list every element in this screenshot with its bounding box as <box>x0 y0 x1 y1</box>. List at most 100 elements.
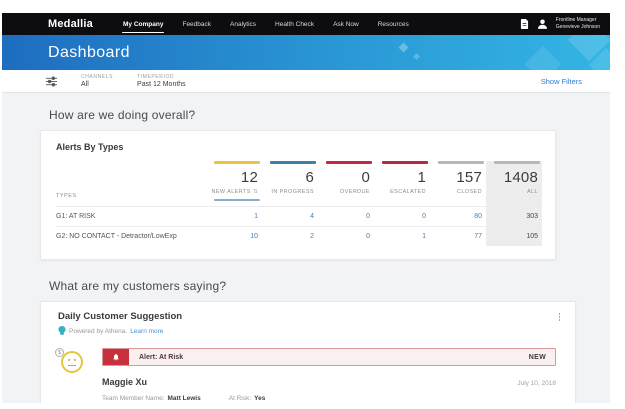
filter-sliders-icon[interactable] <box>46 76 57 87</box>
new-badge: NEW <box>528 353 546 361</box>
column-color-bar <box>382 161 428 164</box>
alerts-by-types-card: Alerts By Types TYPES 12 NEW ALERTS ⇅ 6 IN P… <box>40 130 556 260</box>
team-member-value: Matt Lewis <box>167 395 201 402</box>
at-risk-pair: At Risk: Yes <box>228 395 266 402</box>
column-label: ALL <box>527 189 538 195</box>
timeperiod-value: Past 12 Months <box>137 81 186 88</box>
table-cell-link[interactable]: 4 <box>262 206 318 226</box>
channels-label: CHANNELS <box>81 74 114 80</box>
powered-by-text: Powered by Athena. <box>69 328 128 335</box>
nav-item-ask-now[interactable]: Ask Now <box>333 20 359 28</box>
customer-meta-row: Team Member Name: Matt Lewis At Risk: Yes <box>102 395 556 403</box>
dollar-badge: $ <box>55 348 64 357</box>
table-row-type: G1: AT RISK <box>56 206 206 226</box>
show-filters-link[interactable]: Show Filters <box>540 76 582 86</box>
column-total: 1408 <box>503 169 538 186</box>
app-window: Medallia My Company Feedback Analytics Heal… <box>2 13 610 403</box>
table-cell-link[interactable]: 1 <box>374 226 430 246</box>
column-color-bar <box>270 161 316 164</box>
nav-item-feedback[interactable]: Feedback <box>182 20 212 28</box>
nav-item-health-check[interactable]: Health Check <box>275 20 315 28</box>
table-row-type: G2: NO CONTACT - Detractor/LowExp <box>56 226 206 246</box>
column-header-in-progress[interactable]: 6 IN PROGRESS <box>262 161 318 206</box>
suggestion-body: $ Alert: At Risk NEW Maggie Xu July <box>55 348 556 403</box>
sentiment-avatar: $ <box>55 348 102 403</box>
table-cell-link[interactable]: 10 <box>206 226 262 246</box>
timeperiod-filter[interactable]: TIMEPERIOD Past 12 Months <box>137 74 186 88</box>
alert-banner[interactable]: Alert: At Risk NEW <box>102 348 556 366</box>
column-header-overdue[interactable]: 0 OVERDUE <box>318 161 374 206</box>
column-label: NEW ALERTS ⇅ <box>211 189 258 195</box>
document-icon[interactable] <box>520 19 529 29</box>
overall-section-heading: How are we doing overall? <box>49 108 196 122</box>
top-nav: Medallia My Company Feedback Analytics Heal… <box>2 13 610 35</box>
alerts-table: TYPES 12 NEW ALERTS ⇅ 6 IN PROGRESS 0 OVERDUE 1… <box>56 161 542 246</box>
user-role: Frontline Manager <box>555 17 597 24</box>
alerts-card-title: Alerts By Types <box>56 142 124 152</box>
column-color-bar <box>494 161 540 164</box>
channels-value: All <box>81 81 89 88</box>
table-cell: 0 <box>374 206 430 226</box>
filter-bar: CHANNELS All TIMEPERIOD Past 12 Months S… <box>2 70 610 93</box>
table-cell-link[interactable]: 2 <box>262 226 318 246</box>
page-header: Dashboard <box>2 35 610 70</box>
sort-icon[interactable]: ⇅ <box>250 189 258 195</box>
user-name: Genevieve Johnson <box>555 24 600 30</box>
column-header-escalated[interactable]: 1 ESCALATED <box>374 161 430 206</box>
nav-item-resources[interactable]: Resources <box>377 20 409 28</box>
learn-more-link[interactable]: Learn more <box>130 328 164 335</box>
column-header-all[interactable]: 1408 ALL <box>486 161 542 206</box>
card-menu-icon[interactable] <box>557 311 563 323</box>
column-color-bar <box>438 161 484 164</box>
at-risk-value: Yes <box>254 395 266 402</box>
response-date: July 10, 2018 <box>517 380 556 387</box>
column-total: 6 <box>305 169 314 186</box>
decorative-diamond <box>398 42 409 53</box>
column-color-bar <box>214 161 260 164</box>
decorative-diamond <box>412 52 421 61</box>
column-total: 1 <box>417 169 426 186</box>
column-total: 0 <box>361 169 370 186</box>
column-total: 157 <box>456 169 482 186</box>
table-cell-link[interactable]: 80 <box>430 206 486 226</box>
athena-bulb-icon <box>58 326 66 337</box>
active-sort-underline <box>214 199 260 201</box>
daily-customer-suggestion-card: Daily Customer Suggestion Powered by Ath… <box>40 301 576 403</box>
channels-filter[interactable]: CHANNELS All <box>81 74 113 88</box>
column-color-bar <box>326 161 372 164</box>
table-cell-link[interactable]: 77 <box>430 226 486 246</box>
column-label: CLOSED <box>456 189 482 195</box>
user-info[interactable]: Frontline Manager Genevieve Johnson <box>556 17 600 31</box>
customer-name: Maggie Xu <box>102 377 148 387</box>
column-header-closed[interactable]: 157 CLOSED <box>430 161 486 206</box>
table-cell: 303 <box>486 206 542 226</box>
table-cell: 0 <box>318 206 374 226</box>
nav-item-my-company[interactable]: My Company <box>122 13 165 35</box>
alert-label: Alert: At Risk <box>139 353 184 361</box>
column-label: OVERDUE <box>340 189 370 195</box>
nav-right-group: Frontline Manager Genevieve Johnson <box>520 17 600 31</box>
user-icon[interactable] <box>537 19 547 29</box>
medallia-logo[interactable]: Medallia <box>48 18 94 30</box>
suggestion-main: Alert: At Risk NEW Maggie Xu July 10, 20… <box>102 348 556 403</box>
column-label: IN PROGRESS <box>271 189 314 195</box>
nav-item-analytics[interactable]: Analytics <box>230 20 257 28</box>
page-content: How are we doing overall? Alerts By Type… <box>2 108 610 403</box>
customer-name-row: Maggie Xu July 10, 2018 <box>102 377 556 387</box>
team-member-pair: Team Member Name: Matt Lewis <box>102 395 201 402</box>
table-cell: 0 <box>318 226 374 246</box>
customer-card-title: Daily Customer Suggestion <box>58 311 183 322</box>
column-label: ESCALATED <box>390 189 426 195</box>
timeperiod-label: TIMEPERIOD <box>137 74 175 80</box>
column-header-new-alerts[interactable]: 12 NEW ALERTS ⇅ <box>206 161 262 206</box>
table-cell: 105 <box>486 226 542 246</box>
alert-bell-icon <box>103 349 129 365</box>
neutral-face-icon: $ <box>55 348 83 373</box>
table-cell-link[interactable]: 1 <box>206 206 262 226</box>
page-title: Dashboard <box>48 43 130 61</box>
types-column-header: TYPES <box>56 193 77 199</box>
decorative-diamond <box>524 45 562 70</box>
column-total: 12 <box>240 169 258 186</box>
powered-by-row: Powered by Athena. Learn more <box>58 326 556 337</box>
customers-section-heading: What are my customers saying? <box>49 279 227 293</box>
